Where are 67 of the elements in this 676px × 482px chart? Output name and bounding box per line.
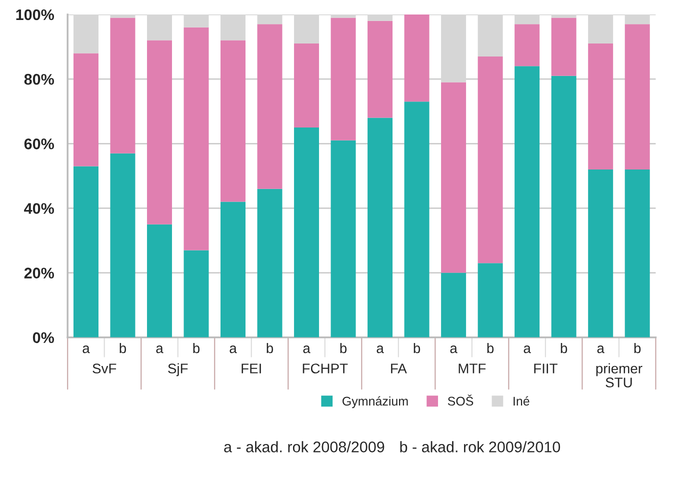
x-tick-label: a <box>376 346 384 354</box>
bar <box>257 188 282 338</box>
bar <box>220 40 246 202</box>
legend-label: Iné <box>514 396 530 406</box>
legend-label: Gymnázium <box>342 396 408 408</box>
bar <box>551 76 576 338</box>
bar <box>184 250 209 338</box>
x-tick-label: a <box>524 346 531 354</box>
x-tick-label: b <box>340 342 347 354</box>
x-tick-label: b <box>120 342 126 354</box>
x-tick-label: b <box>193 342 200 354</box>
x-tick-label: b <box>634 342 641 354</box>
x-tick-label: a <box>230 346 237 354</box>
x-tick-label: b <box>414 342 420 354</box>
bar <box>294 127 320 338</box>
bar <box>146 40 172 224</box>
text: FCHPT <box>302 364 348 374</box>
bar <box>404 102 430 338</box>
x-tick-label: a <box>450 346 458 354</box>
text: FA <box>391 364 407 374</box>
y-tick-label: 40% <box>24 203 54 214</box>
bar <box>110 18 136 154</box>
bar <box>478 263 503 338</box>
bar <box>110 153 136 338</box>
bar <box>220 202 246 338</box>
x-tick-label: b <box>487 342 494 354</box>
bar <box>514 66 540 338</box>
text: FIIT <box>534 364 558 374</box>
x-tick-label: b <box>560 342 568 354</box>
bar <box>404 14 430 102</box>
bar <box>588 169 614 338</box>
text: b - akad. rok 2009/2010 <box>400 441 560 452</box>
bar <box>184 27 209 250</box>
y-tick-label: 60% <box>24 138 54 150</box>
y-tick-label: 20% <box>24 268 54 278</box>
bar <box>624 169 650 338</box>
text: a - akad. rok 2008/2009 <box>224 441 384 452</box>
bar <box>330 18 356 140</box>
bar <box>368 118 393 338</box>
x-tick-label: a <box>82 346 90 354</box>
bar <box>73 166 98 338</box>
y-tick-label: 0% <box>32 332 54 344</box>
legend-label: SOŠ <box>448 394 474 406</box>
text: priemer STU <box>596 363 642 388</box>
bar <box>588 44 614 170</box>
bar <box>441 82 466 273</box>
bar <box>294 44 320 128</box>
y-tick-label: 80% <box>24 74 54 85</box>
bar <box>441 272 466 338</box>
x-tick-label: a <box>303 346 310 354</box>
bar <box>73 53 98 166</box>
text: SvF <box>92 364 116 374</box>
x-tick-label: b <box>266 342 274 354</box>
x-tick-label: a <box>597 346 604 354</box>
bar <box>257 24 282 189</box>
y-tick-label: 100% <box>16 9 54 20</box>
bar <box>330 140 356 338</box>
bar <box>624 24 650 170</box>
bar <box>146 224 172 338</box>
text: SjF <box>168 363 188 376</box>
bar <box>551 18 576 76</box>
text: MTF <box>458 364 486 374</box>
x-tick-label: a <box>156 346 164 354</box>
bar <box>478 56 503 264</box>
text: FEI <box>242 364 261 374</box>
bar <box>368 20 393 118</box>
bar <box>514 24 540 66</box>
